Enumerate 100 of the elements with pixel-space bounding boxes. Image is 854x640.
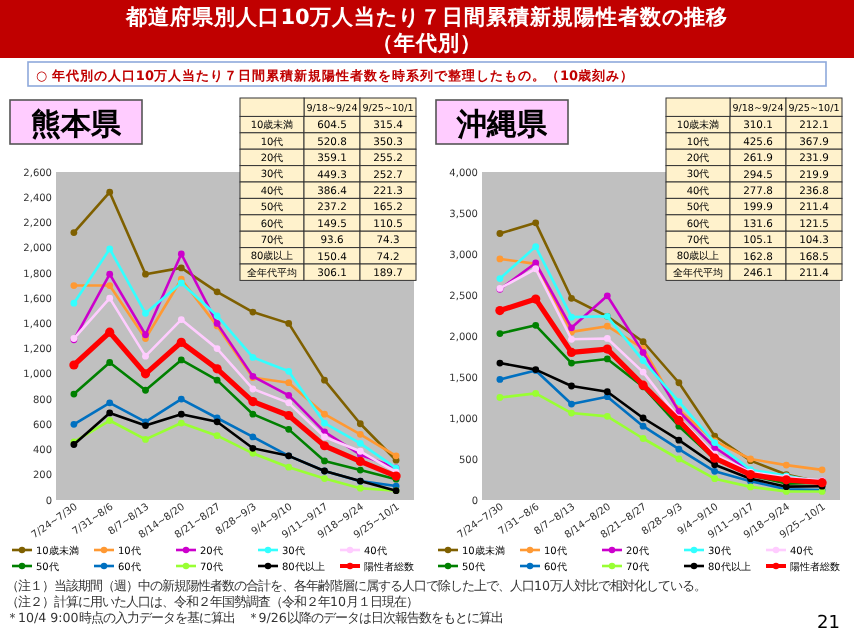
point	[568, 313, 575, 321]
point	[106, 417, 114, 424]
point	[142, 386, 149, 394]
point	[531, 294, 541, 304]
point	[321, 419, 328, 427]
point	[106, 282, 114, 289]
text: （年代別）	[372, 30, 482, 56]
point	[675, 445, 683, 453]
point	[818, 466, 826, 474]
point	[285, 425, 293, 433]
point	[105, 327, 115, 337]
point	[70, 390, 78, 398]
point	[319, 441, 330, 451]
point	[496, 330, 504, 337]
point	[532, 243, 540, 251]
point	[782, 461, 790, 469]
point	[142, 352, 149, 360]
point	[603, 355, 611, 363]
point	[711, 467, 719, 475]
point	[285, 463, 293, 471]
point	[356, 420, 364, 428]
point	[639, 414, 647, 422]
point	[213, 432, 221, 440]
point	[285, 367, 293, 375]
point	[496, 359, 504, 367]
point	[249, 354, 257, 361]
point	[106, 245, 114, 253]
point	[639, 422, 647, 430]
point	[568, 359, 575, 367]
point	[603, 388, 611, 396]
point	[355, 456, 365, 466]
point	[106, 399, 114, 407]
point	[70, 420, 78, 428]
point	[639, 357, 647, 364]
point	[249, 385, 257, 393]
point	[568, 400, 575, 408]
point	[285, 399, 293, 407]
point	[532, 390, 540, 397]
point	[285, 319, 293, 327]
point	[568, 382, 575, 390]
point	[213, 288, 221, 296]
point	[639, 349, 647, 356]
point	[568, 294, 575, 302]
point	[639, 368, 647, 376]
point	[639, 338, 647, 346]
point	[249, 444, 257, 452]
point	[177, 250, 185, 258]
point	[496, 230, 504, 237]
point	[603, 292, 611, 300]
point	[212, 364, 222, 374]
point	[249, 433, 257, 441]
point	[675, 455, 683, 463]
point	[106, 270, 114, 278]
chart-title: 沖縄県	[455, 106, 549, 142]
point	[356, 466, 364, 474]
point	[106, 359, 114, 366]
point	[495, 305, 505, 316]
chart-title: 熊本県	[31, 106, 123, 142]
point	[675, 398, 683, 405]
point	[711, 461, 719, 469]
point	[568, 409, 575, 417]
point	[285, 379, 293, 387]
point	[568, 335, 575, 343]
point	[711, 475, 719, 483]
point	[496, 275, 504, 282]
point	[532, 321, 540, 329]
point	[532, 219, 540, 227]
point	[249, 410, 257, 418]
point	[603, 335, 611, 342]
point	[106, 409, 114, 417]
point	[106, 294, 114, 302]
point	[603, 322, 611, 330]
point	[177, 316, 185, 323]
point	[675, 379, 683, 387]
point	[70, 229, 78, 236]
point	[176, 337, 186, 347]
point	[106, 188, 114, 196]
point	[213, 376, 221, 384]
point	[177, 395, 185, 403]
point	[142, 309, 149, 317]
point	[532, 265, 540, 273]
point	[177, 356, 185, 364]
point	[69, 360, 79, 370]
point	[70, 282, 78, 289]
point	[285, 391, 293, 399]
point	[747, 483, 754, 491]
point	[496, 376, 504, 383]
point	[70, 299, 78, 307]
point	[177, 264, 185, 272]
point	[639, 435, 647, 442]
point	[321, 376, 328, 384]
point	[675, 436, 683, 444]
point	[213, 345, 221, 353]
point	[566, 347, 577, 357]
point	[321, 457, 328, 465]
point	[213, 312, 221, 320]
point	[177, 410, 185, 418]
point	[140, 369, 151, 379]
point	[248, 397, 258, 407]
point	[356, 484, 364, 492]
